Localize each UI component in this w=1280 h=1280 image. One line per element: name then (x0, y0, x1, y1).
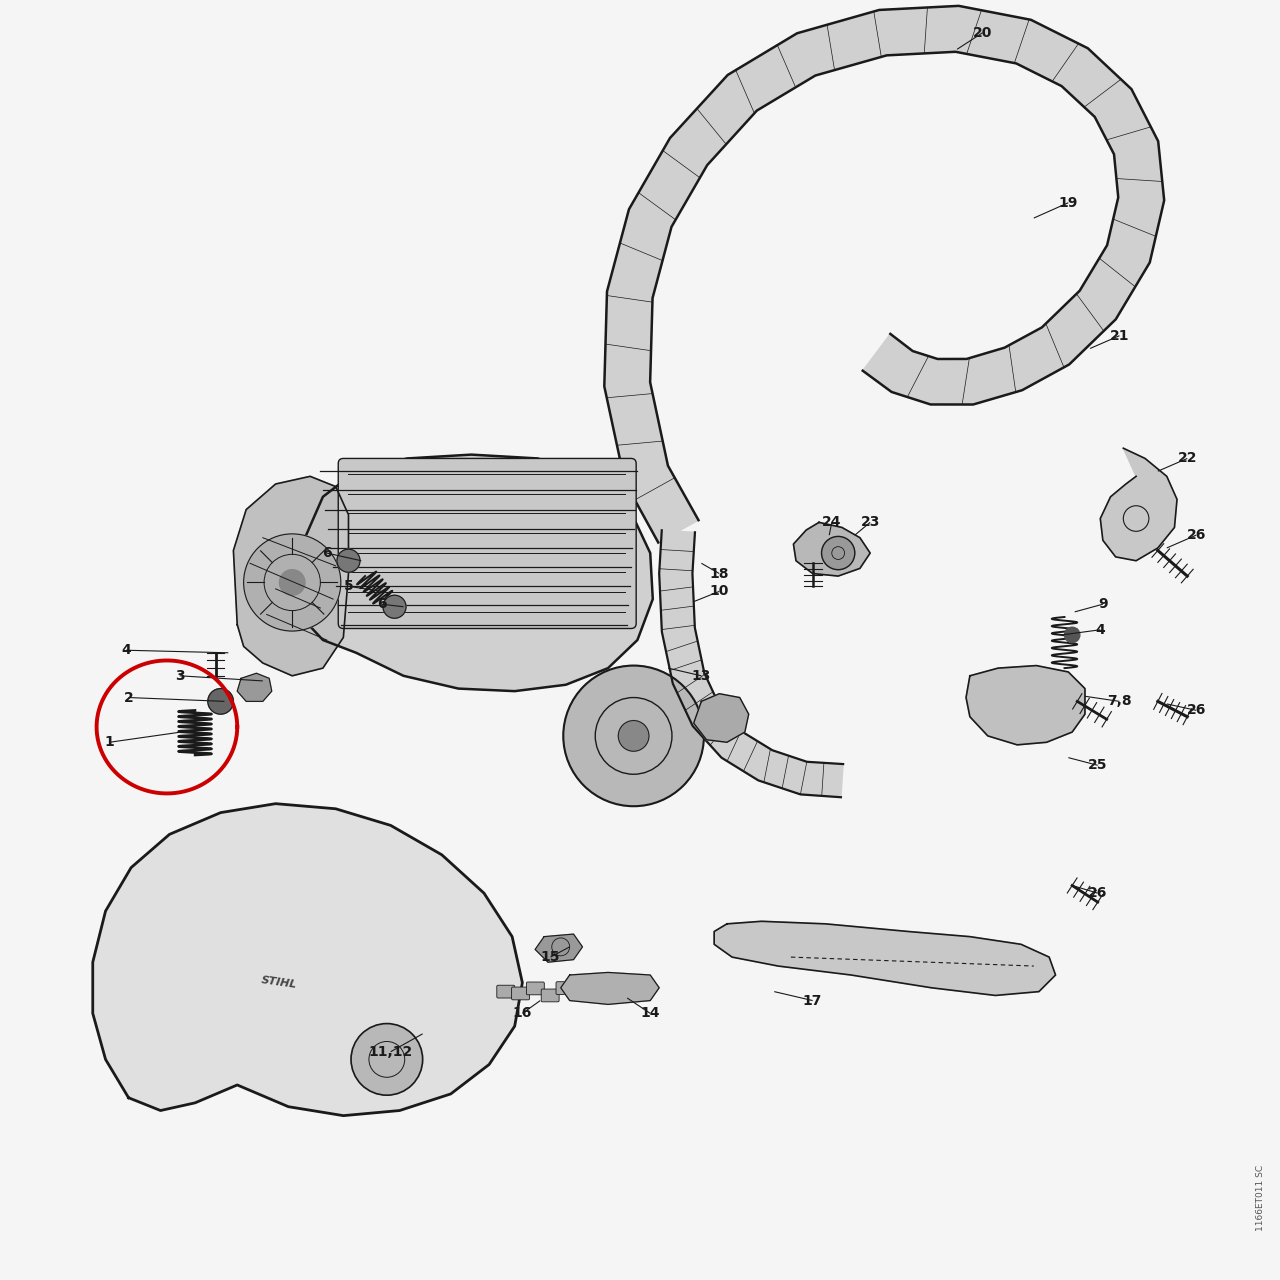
FancyBboxPatch shape (512, 987, 530, 1000)
Circle shape (279, 570, 305, 595)
Text: 22: 22 (1178, 452, 1197, 466)
Text: 7,8: 7,8 (1107, 694, 1132, 708)
Text: 10: 10 (709, 585, 730, 599)
Text: 26: 26 (1187, 703, 1206, 717)
Polygon shape (233, 476, 348, 676)
Polygon shape (92, 804, 522, 1116)
Text: 19: 19 (1059, 196, 1078, 210)
Text: STIHL: STIHL (261, 975, 298, 991)
Polygon shape (237, 673, 271, 701)
Text: 25: 25 (1088, 758, 1107, 772)
Text: 21: 21 (1110, 329, 1129, 343)
Circle shape (822, 536, 855, 570)
Text: 14: 14 (640, 1006, 660, 1020)
FancyBboxPatch shape (497, 986, 515, 998)
Text: 15: 15 (540, 950, 561, 964)
Circle shape (337, 549, 360, 572)
Text: 26: 26 (1088, 886, 1107, 900)
Text: 6: 6 (376, 598, 387, 611)
Polygon shape (794, 522, 870, 576)
FancyBboxPatch shape (630, 982, 648, 995)
FancyBboxPatch shape (600, 984, 618, 997)
Text: 4: 4 (122, 644, 131, 657)
Text: 20: 20 (973, 26, 992, 40)
FancyBboxPatch shape (616, 988, 634, 1001)
Polygon shape (1101, 448, 1178, 561)
Text: 11,12: 11,12 (369, 1044, 412, 1059)
Text: 9: 9 (1098, 598, 1107, 611)
FancyBboxPatch shape (526, 982, 544, 995)
Circle shape (383, 595, 406, 618)
Circle shape (207, 689, 233, 714)
Polygon shape (694, 694, 749, 742)
Text: 18: 18 (709, 567, 730, 581)
Circle shape (243, 534, 340, 631)
FancyBboxPatch shape (556, 982, 573, 995)
Polygon shape (714, 922, 1056, 996)
Polygon shape (966, 666, 1085, 745)
Text: 24: 24 (822, 516, 841, 530)
FancyBboxPatch shape (338, 458, 636, 628)
Text: 3: 3 (175, 669, 184, 682)
FancyBboxPatch shape (586, 984, 604, 997)
Polygon shape (305, 454, 653, 691)
Text: 2: 2 (124, 690, 133, 704)
Circle shape (618, 721, 649, 751)
Text: 6: 6 (323, 547, 332, 561)
Text: 17: 17 (803, 993, 822, 1007)
Text: 23: 23 (860, 516, 879, 530)
Polygon shape (535, 934, 582, 963)
Text: 16: 16 (513, 1006, 532, 1020)
Polygon shape (561, 973, 659, 1005)
Text: 26: 26 (1187, 529, 1206, 543)
Polygon shape (659, 530, 844, 797)
Text: 1166ET011 SC: 1166ET011 SC (1256, 1165, 1265, 1230)
FancyBboxPatch shape (541, 989, 559, 1002)
Polygon shape (604, 6, 1165, 543)
FancyBboxPatch shape (571, 988, 589, 1001)
Circle shape (351, 1024, 422, 1096)
Text: 1: 1 (105, 735, 114, 749)
Circle shape (1065, 627, 1080, 643)
Circle shape (563, 666, 704, 806)
Text: 13: 13 (691, 669, 712, 682)
Text: 5: 5 (343, 580, 353, 594)
Text: 4: 4 (1096, 623, 1105, 636)
